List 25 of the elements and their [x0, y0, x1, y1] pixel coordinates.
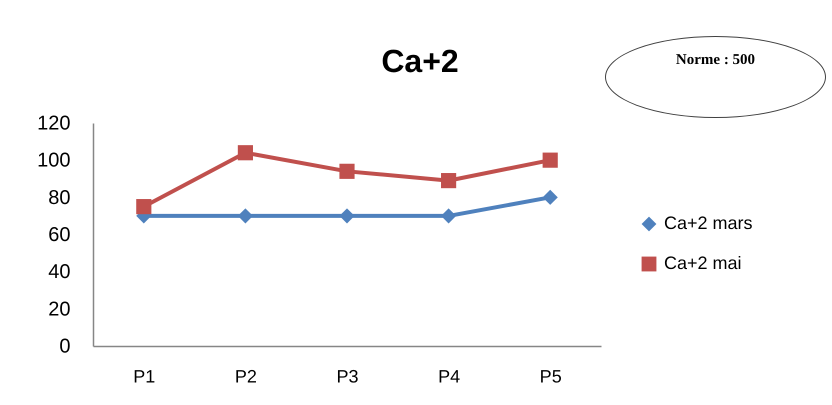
- legend-label: Ca+2 mai: [664, 253, 742, 273]
- y-tick-label: 0: [59, 336, 70, 358]
- y-tick-label: 100: [37, 150, 70, 172]
- chart-title: Ca+2: [381, 43, 459, 79]
- text: Norme : 500: [674, 52, 756, 69]
- x-tick-label: P2: [234, 366, 257, 386]
- y-tick-label: 20: [48, 298, 70, 320]
- point: [542, 152, 558, 168]
- point: [238, 145, 253, 160]
- point: [542, 190, 558, 205]
- x-tick-label: P5: [540, 366, 562, 386]
- point: [238, 208, 253, 224]
- y-tick-label: 120: [37, 112, 70, 134]
- point: [441, 208, 456, 224]
- x-tick-label: P1: [133, 366, 156, 386]
- x-tick-label: P4: [438, 366, 460, 386]
- x-tick-label: P3: [336, 366, 359, 386]
- y-tick-label: 60: [48, 224, 70, 246]
- y-tick-label: 40: [48, 261, 70, 284]
- point: [339, 164, 355, 179]
- point: [441, 173, 456, 188]
- legend-label: Ca+2 mars: [664, 213, 753, 233]
- point: [136, 199, 152, 214]
- y-tick-label: 80: [48, 186, 70, 209]
- point: [339, 208, 355, 224]
